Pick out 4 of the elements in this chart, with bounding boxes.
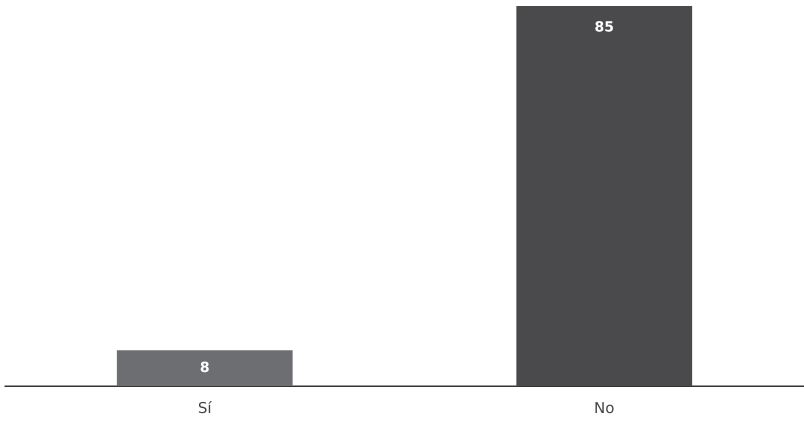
- data-label: 8: [200, 360, 210, 376]
- data-label: 85: [594, 20, 614, 36]
- x-tick-label: No: [594, 398, 614, 417]
- x-tick-label: Sí: [198, 398, 212, 417]
